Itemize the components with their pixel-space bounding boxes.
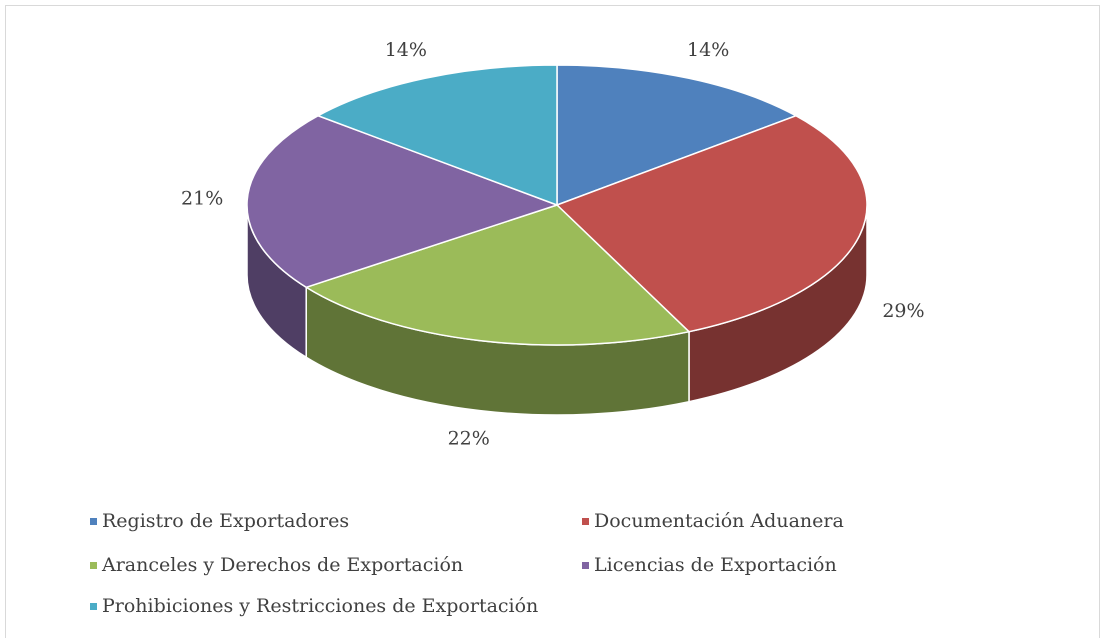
slice — [555, 114, 868, 333]
legend-label: Documentación Aduanera — [594, 510, 844, 532]
data-label: 14% — [687, 39, 729, 61]
legend-label: Licencias de Exportación — [594, 554, 837, 576]
legend-marker — [582, 562, 589, 569]
data-label: 22% — [448, 428, 490, 450]
chart-frame — [5, 5, 1100, 638]
data-label: 29% — [882, 300, 924, 322]
slice — [316, 64, 558, 207]
slice — [304, 204, 691, 346]
legend-marker — [582, 518, 589, 525]
legend-marker — [90, 518, 97, 525]
legend-label: Aranceles y Derechos de Exportación — [101, 554, 463, 576]
legend-marker — [90, 603, 97, 610]
data-label: 14% — [385, 39, 427, 61]
legend-label: Registro de Exportadores — [102, 510, 349, 532]
slice — [246, 114, 560, 289]
legend-marker — [90, 562, 97, 569]
legend-label: Prohibiciones y Restricciones de Exporta… — [102, 595, 538, 617]
slice — [556, 64, 798, 207]
data-label: 21% — [181, 188, 223, 210]
